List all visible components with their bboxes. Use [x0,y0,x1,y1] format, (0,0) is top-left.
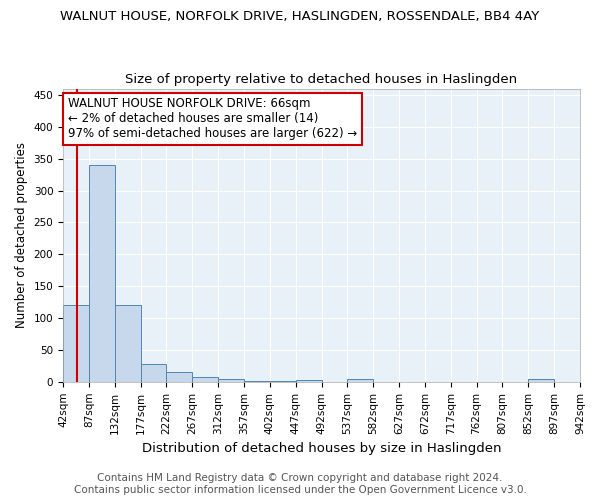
Bar [63,306,89,382]
Bar [192,376,218,382]
Bar [89,165,115,382]
Text: WALNUT HOUSE, NORFOLK DRIVE, HASLINGDEN, ROSSENDALE, BB4 4AY: WALNUT HOUSE, NORFOLK DRIVE, HASLINGDEN,… [61,10,539,23]
Bar [529,380,554,382]
Bar [140,364,166,382]
Title: Size of property relative to detached houses in Haslingden: Size of property relative to detached ho… [125,73,518,86]
Bar [347,380,373,382]
Y-axis label: Number of detached properties: Number of detached properties [15,142,28,328]
Bar [166,372,192,382]
Bar [270,380,296,382]
Text: Contains HM Land Registry data © Crown copyright and database right 2024.
Contai: Contains HM Land Registry data © Crown c… [74,474,526,495]
Bar [296,380,322,382]
Text: WALNUT HOUSE NORFOLK DRIVE: 66sqm
← 2% of detached houses are smaller (14)
97% o: WALNUT HOUSE NORFOLK DRIVE: 66sqm ← 2% o… [68,98,358,140]
Bar [244,380,270,382]
X-axis label: Distribution of detached houses by size in Haslingden: Distribution of detached houses by size … [142,442,501,455]
Bar [115,306,140,382]
Bar [218,378,244,382]
